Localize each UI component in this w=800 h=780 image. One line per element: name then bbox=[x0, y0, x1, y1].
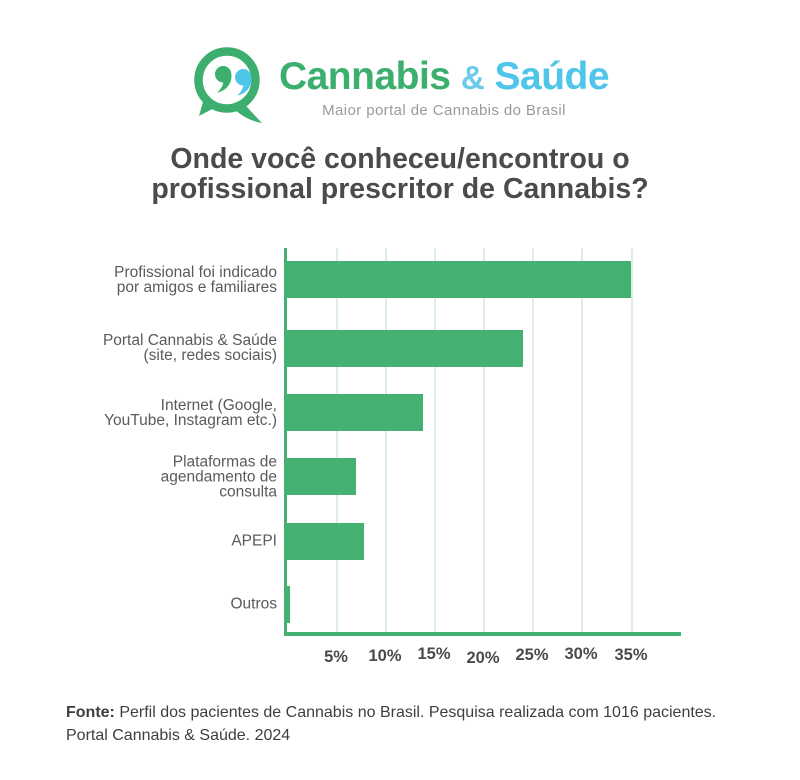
category-label-plataformas: Plataformas de agendamento de consulta bbox=[160, 453, 277, 501]
category-label-internet: Internet (Google, YouTube, Instagram etc… bbox=[104, 397, 277, 429]
brand-ampersand: & bbox=[460, 58, 485, 96]
bar-portal bbox=[287, 330, 523, 367]
bar-outros bbox=[287, 586, 290, 623]
x-tick-15pct: 15% bbox=[417, 645, 451, 663]
category-label-apepi: APEPI bbox=[231, 532, 277, 550]
category-label-indicado: Profissional foi indicado por amigos e f… bbox=[114, 264, 277, 296]
source-text: Perfil dos pacientes de Cannabis no Bras… bbox=[66, 704, 717, 744]
bar-apepi bbox=[287, 523, 364, 560]
x-axis-line bbox=[284, 632, 681, 636]
gridline-15pct bbox=[434, 248, 436, 632]
gridline-25pct bbox=[532, 248, 534, 632]
brand-name: Cannabis & Saúde bbox=[278, 54, 610, 98]
x-tick-20pct: 20% bbox=[466, 649, 500, 667]
bar-indicado bbox=[287, 261, 632, 298]
x-tick-35pct: 35% bbox=[614, 646, 648, 664]
quote-mark-blue bbox=[234, 69, 252, 96]
category-label-outros: Outros bbox=[230, 595, 277, 613]
y-axis-line bbox=[284, 248, 287, 632]
logo-text-block: Cannabis & Saúde Maior portal de Cannabi… bbox=[278, 54, 610, 119]
gridline-10pct bbox=[385, 248, 387, 632]
source-label: Fonte: bbox=[66, 704, 115, 721]
brand-word-saude: Saúde bbox=[494, 54, 610, 98]
quote-mark-green bbox=[214, 66, 232, 93]
brand-word-cannabis: Cannabis bbox=[278, 54, 451, 98]
x-tick-30pct: 30% bbox=[564, 645, 598, 663]
gridline-20pct bbox=[483, 248, 485, 632]
x-tick-25pct: 25% bbox=[515, 646, 549, 664]
x-tick-5pct: 5% bbox=[324, 648, 348, 666]
logo: Cannabis & Saúde Maior portal de Cannabi… bbox=[0, 42, 800, 132]
bar-plataformas bbox=[287, 458, 356, 495]
gridline-30pct bbox=[581, 248, 583, 632]
gridline-35pct bbox=[631, 248, 633, 632]
category-label-portal: Portal Cannabis & Saúde (site, redes soc… bbox=[102, 332, 277, 364]
speech-bubble-quotes-icon bbox=[194, 47, 262, 123]
source-note: Fonte: Perfil dos pacientes de Cannabis … bbox=[66, 701, 766, 747]
x-tick-10pct: 10% bbox=[368, 647, 402, 665]
gridline-5pct bbox=[336, 248, 338, 632]
bar-internet bbox=[287, 394, 423, 431]
page-title: Onde você conheceu/encontrou o profissio… bbox=[151, 143, 649, 205]
brand-tagline: Maior portal de Cannabis do Brasil bbox=[322, 101, 566, 119]
